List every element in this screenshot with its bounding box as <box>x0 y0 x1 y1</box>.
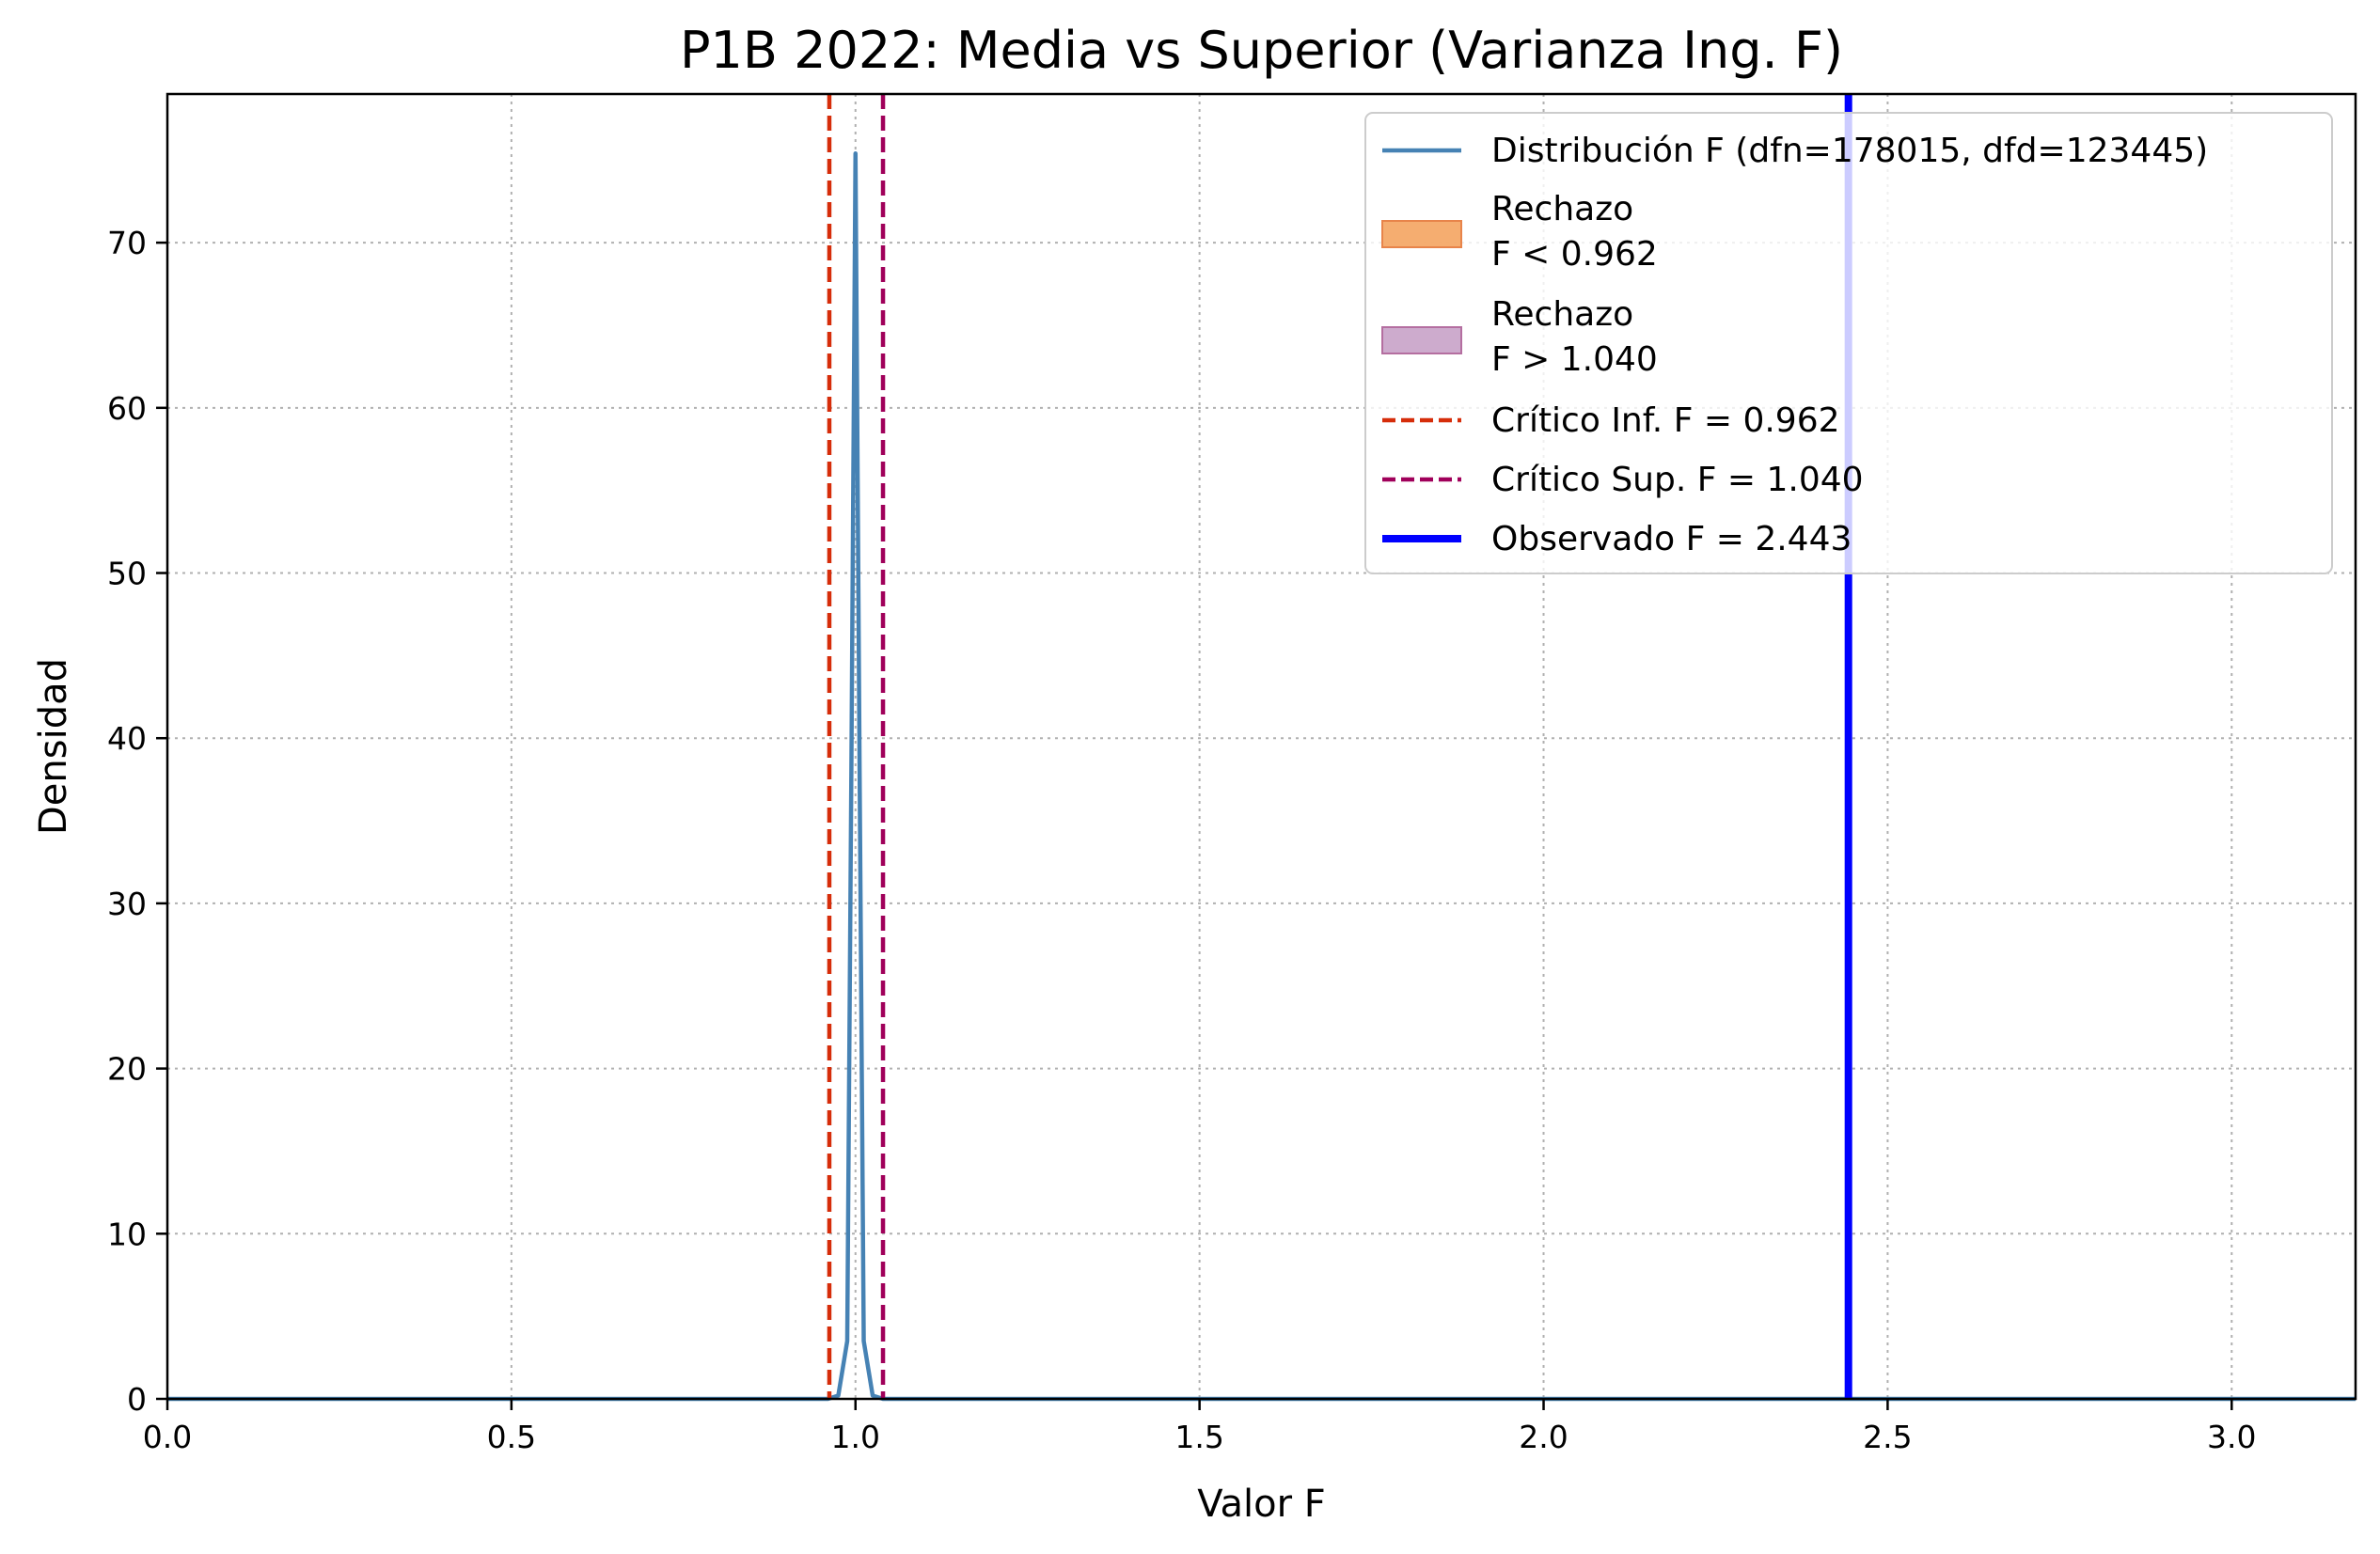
x-tick-label: 1.0 <box>831 1419 880 1455</box>
legend-label-region: F > 1.040 <box>1491 340 1658 379</box>
legend: Distribución F (dfn=178015, dfd=123445) R… <box>1364 112 2333 574</box>
axis-ticks: 0.0 0.5 1.0 1.5 2.0 2.5 3.0 0 10 20 30 40 50 60 70 <box>107 225 2257 1455</box>
legend-label-region: F < 0.962 <box>1491 235 1658 274</box>
y-tick-label: 20 <box>107 1051 147 1088</box>
legend-handle-region <box>1381 326 1462 354</box>
x-tick-label: 0.5 <box>487 1419 536 1455</box>
y-tick-label: 60 <box>107 390 147 427</box>
legend-label-line: Crítico Sup. F = 1.040 <box>1491 461 1864 499</box>
x-tick-label: 2.0 <box>1519 1419 1568 1455</box>
y-axis-label: Densidad <box>32 658 75 835</box>
legend-label-region: Rechazo <box>1491 190 1633 228</box>
legend-label-line: Observado F = 2.443 <box>1491 520 1852 558</box>
legend-label-curve: Distribución F (dfn=178015, dfd=123445) <box>1491 132 2208 170</box>
x-tick-label: 0.0 <box>143 1419 192 1455</box>
y-tick-label: 50 <box>107 556 147 592</box>
y-tick-label: 70 <box>107 225 147 261</box>
density-curve <box>167 151 2356 1402</box>
legend-handle-region <box>1381 220 1462 248</box>
chart-title: P1B 2022: Media vs Superior (Varianza In… <box>680 21 1843 80</box>
legend-box <box>1364 112 2333 574</box>
x-tick-label: 3.0 <box>2207 1419 2256 1455</box>
y-tick-label: 30 <box>107 886 147 922</box>
x-tick-label: 1.5 <box>1174 1419 1223 1455</box>
x-axis-label: Valor F <box>1197 1483 1326 1526</box>
series-layer <box>167 151 2356 1402</box>
legend-label-line: Crítico Inf. F = 0.962 <box>1491 401 1840 440</box>
legend-label-region: Rechazo <box>1491 295 1633 334</box>
x-tick-label: 2.5 <box>1863 1419 1912 1455</box>
y-tick-label: 10 <box>107 1216 147 1252</box>
y-tick-label: 0 <box>127 1381 147 1418</box>
y-tick-label: 40 <box>107 720 147 757</box>
plot-frame <box>165 92 2357 1401</box>
